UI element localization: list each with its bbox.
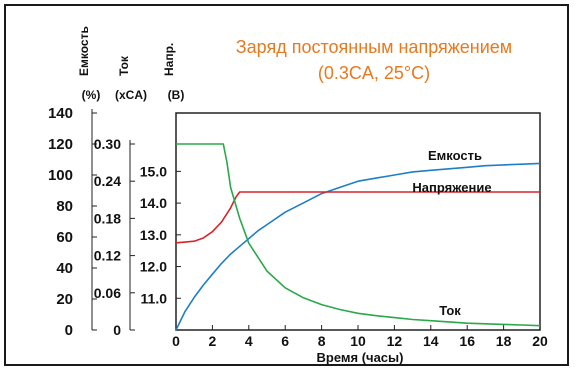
current-tick-label: 0.18: [94, 210, 121, 226]
series-label-voltage: Напряжение: [412, 180, 491, 195]
voltage-tick-label: 12.0: [140, 259, 167, 275]
current-tick-label: 0.12: [94, 248, 121, 264]
x-tick-label: 18: [496, 333, 512, 349]
x-tick-label: 20: [532, 333, 548, 349]
current-axis-unit: (xCA): [115, 88, 147, 102]
chart-subtitle: (0.3CA, 25°C): [318, 63, 430, 83]
x-tick-label: 0: [172, 333, 180, 349]
capacity-tick-label: 140: [48, 105, 73, 122]
x-tick-label: 12: [387, 333, 403, 349]
x-tick-label: 10: [350, 333, 366, 349]
capacity-tick-label: 100: [48, 167, 73, 184]
voltage-tick-label: 11.0: [141, 290, 168, 306]
x-tick-label: 14: [423, 333, 439, 349]
chart-title: Заряд постоянным напряжением: [236, 37, 512, 57]
voltage-tick-label: 13.0: [140, 227, 167, 243]
current-tick-label: 0: [113, 322, 121, 338]
capacity-tick-label: 40: [56, 260, 73, 277]
current-tick-label: 0.30: [94, 136, 121, 152]
voltage-tick-label: 14.0: [140, 195, 167, 211]
x-tick-label: 4: [245, 333, 253, 349]
series-line-capacity: [175, 162, 541, 331]
series-label-current: Ток: [439, 303, 461, 318]
capacity-tick-label: 80: [56, 198, 73, 215]
x-tick-label: 2: [209, 333, 217, 349]
x-axis-label: Время (часы): [317, 350, 404, 365]
x-tick-label: 8: [318, 333, 326, 349]
current-axis-title: Ток: [117, 55, 131, 76]
capacity-tick-label: 60: [56, 229, 73, 246]
plot-area: [175, 112, 541, 331]
chart-frame: [4, 4, 569, 366]
current-tick-label: 0.24: [94, 173, 121, 189]
capacity-tick-label: 120: [48, 136, 73, 153]
x-tick-label: 6: [281, 333, 289, 349]
voltage-axis-title: Напр.: [162, 43, 176, 76]
capacity-tick-label: 0: [65, 322, 73, 339]
current-tick-label: 0.06: [94, 285, 121, 301]
series-line-current: [176, 143, 541, 327]
capacity-tick-label: 20: [56, 291, 73, 308]
capacity-axis-title: Емкость: [77, 26, 91, 76]
series-line-voltage: [175, 191, 540, 244]
voltage-tick-label: 15.0: [140, 163, 167, 179]
capacity-axis-unit: (%): [82, 88, 101, 102]
x-tick-label: 16: [459, 333, 475, 349]
series-label-capacity: Емкость: [428, 148, 482, 163]
voltage-axis-unit: (В): [168, 88, 185, 102]
